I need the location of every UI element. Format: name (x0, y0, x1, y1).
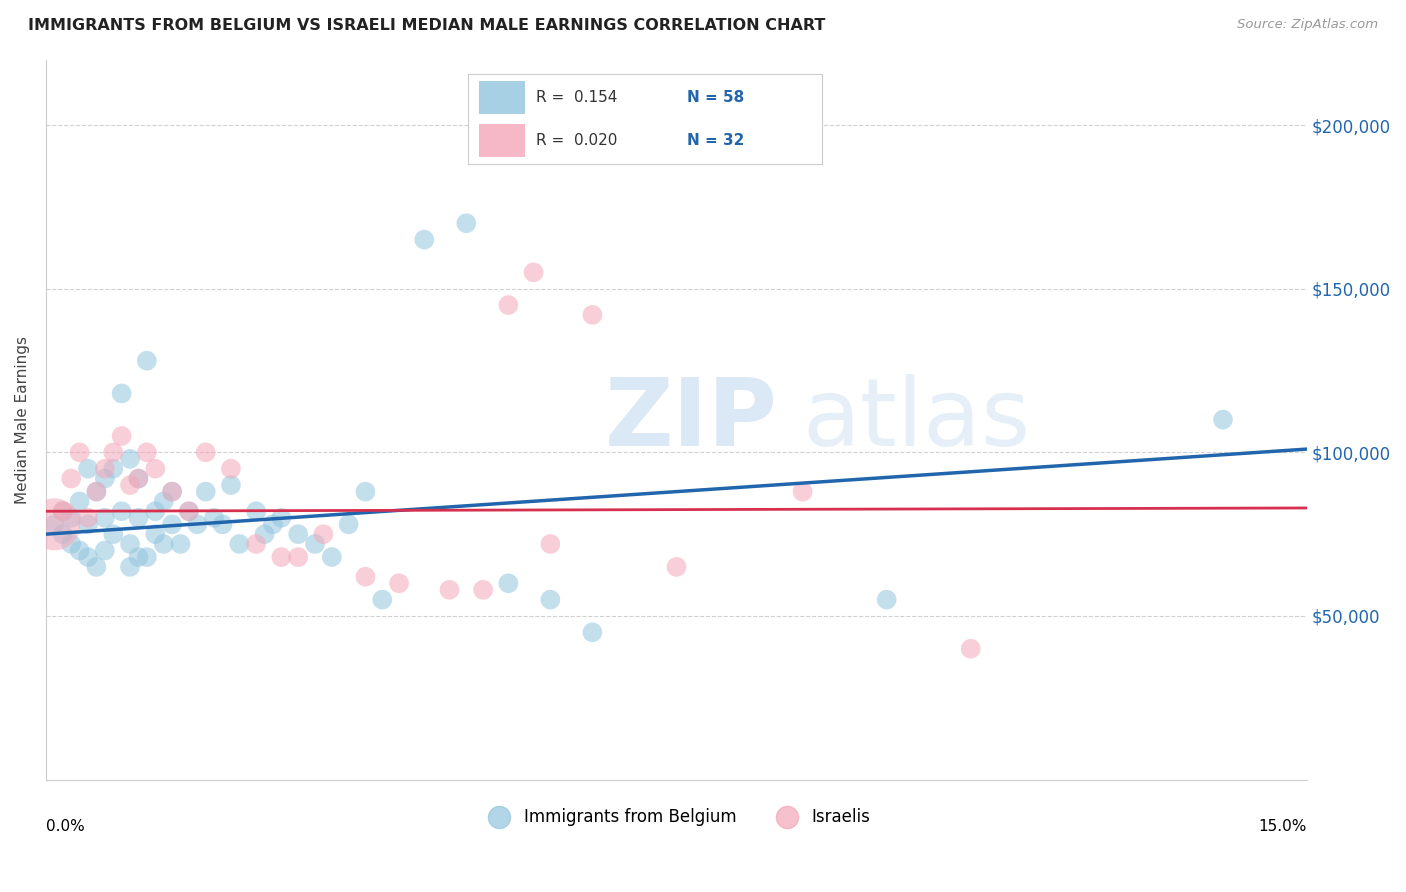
Point (177, 504, 200, 518)
Point (160, 484, 183, 499)
Point (127, 550, 149, 565)
Point (270, 510, 292, 524)
Text: 15.0%: 15.0% (1258, 819, 1308, 834)
Point (959, 641, 981, 656)
Point (152, 494, 174, 508)
Point (202, 510, 225, 524)
Point (127, 510, 149, 524)
Text: Source: ZipAtlas.com: Source: ZipAtlas.com (1237, 18, 1378, 31)
Point (52, 527, 75, 541)
Legend: Immigrants from Belgium, Israelis: Immigrants from Belgium, Israelis (475, 801, 877, 832)
Point (94, 461, 117, 475)
Point (143, 527, 166, 541)
Point (498, 576, 520, 591)
Point (103, 461, 125, 475)
Point (160, 517, 183, 532)
Point (194, 445, 217, 459)
Text: ZIP: ZIP (605, 374, 778, 466)
Point (52, 504, 75, 518)
Point (103, 445, 125, 459)
Point (111, 386, 134, 401)
Point (118, 451, 141, 466)
Point (354, 570, 377, 584)
Point (86, 484, 108, 499)
Point (194, 484, 217, 499)
Point (143, 461, 166, 475)
Point (118, 478, 141, 492)
Point (135, 550, 157, 565)
Point (169, 537, 191, 551)
Point (60, 510, 83, 524)
Point (538, 592, 561, 607)
Point (371, 592, 394, 607)
Point (77, 461, 100, 475)
Point (152, 537, 174, 551)
Point (135, 353, 157, 368)
Point (219, 461, 242, 475)
Text: atlas: atlas (803, 374, 1031, 466)
Point (103, 527, 125, 541)
Point (94, 543, 117, 558)
Point (304, 537, 326, 551)
Point (337, 517, 360, 532)
Point (69, 543, 91, 558)
Point (876, 592, 898, 607)
Point (127, 471, 149, 485)
Point (60, 537, 83, 551)
Point (287, 550, 309, 565)
Point (581, 308, 603, 322)
Point (111, 504, 134, 518)
Point (287, 527, 309, 541)
Point (94, 471, 117, 485)
Point (472, 582, 495, 597)
Point (253, 527, 276, 541)
Point (94, 510, 117, 524)
Point (245, 537, 267, 551)
Point (86, 560, 108, 574)
Point (792, 484, 814, 499)
Point (52, 504, 75, 518)
Point (219, 478, 242, 492)
Point (118, 560, 141, 574)
Point (160, 484, 183, 499)
Point (127, 471, 149, 485)
Point (44, 517, 66, 532)
Point (143, 504, 166, 518)
Point (388, 576, 411, 591)
Point (135, 445, 157, 459)
Point (498, 298, 520, 312)
Point (118, 537, 141, 551)
Text: 0.0%: 0.0% (46, 819, 84, 834)
Point (354, 484, 377, 499)
Point (456, 216, 478, 230)
Point (186, 517, 208, 532)
Point (1212, 412, 1234, 426)
Point (538, 537, 561, 551)
Y-axis label: Median Male Earnings: Median Male Earnings (15, 335, 30, 504)
Point (321, 550, 343, 565)
Point (228, 537, 250, 551)
Point (245, 504, 267, 518)
Point (111, 429, 134, 443)
Point (44, 517, 66, 532)
Point (60, 471, 83, 485)
Point (270, 550, 292, 565)
Point (262, 517, 284, 532)
Point (439, 582, 461, 597)
Point (581, 625, 603, 640)
Text: IMMIGRANTS FROM BELGIUM VS ISRAELI MEDIAN MALE EARNINGS CORRELATION CHART: IMMIGRANTS FROM BELGIUM VS ISRAELI MEDIA… (28, 18, 825, 33)
Point (413, 233, 436, 247)
Point (69, 445, 91, 459)
Point (211, 517, 233, 532)
Point (69, 494, 91, 508)
Point (312, 527, 335, 541)
Point (77, 517, 100, 532)
Point (77, 550, 100, 565)
Point (522, 265, 544, 279)
Point (177, 504, 200, 518)
Point (77, 510, 100, 524)
Point (665, 560, 688, 574)
Point (86, 484, 108, 499)
